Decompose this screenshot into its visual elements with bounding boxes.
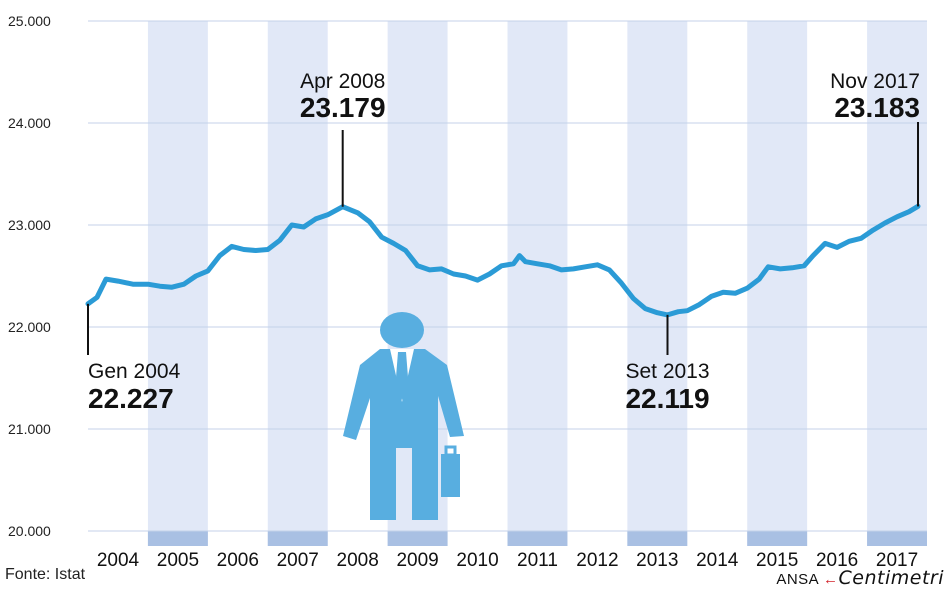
annotation-date: Set 2013: [625, 360, 709, 383]
x-tick-label: 2005: [157, 550, 199, 571]
gridlines: [88, 20, 927, 532]
x-tick-label: 2004: [97, 550, 140, 571]
tie-icon: [395, 352, 409, 400]
x-tick-label: 2016: [816, 550, 858, 571]
x-tick-label: 2009: [396, 550, 438, 571]
series-line-0: [85, 203, 921, 318]
x-axis: 2004 2005 2006 2007 2008 2009 2010 2011 2012 2013…: [97, 550, 918, 571]
y-tick-label: 20.000: [8, 523, 51, 539]
briefcase-handle: [444, 445, 457, 457]
annotation-date: Gen 2004: [88, 360, 181, 383]
annotation-date: Nov 2017: [830, 70, 920, 93]
year-shading: [147, 21, 927, 546]
y-tick-label: 25.000: [8, 13, 51, 29]
x-tick-label: 2007: [277, 550, 319, 571]
briefcase-icon: [441, 454, 460, 497]
shade-2011: [507, 21, 568, 546]
x-tick-label: 2008: [337, 550, 379, 571]
shade-2017: [867, 21, 927, 546]
annotation-value: 23.183: [834, 92, 920, 123]
series: [85, 203, 921, 318]
credit-prefix: ANSA: [776, 571, 819, 588]
annotation-date: Apr 2008: [300, 70, 385, 93]
shade-2007: [267, 21, 328, 546]
x-tick-label: 2012: [576, 550, 618, 571]
shade-band-2015: [747, 531, 808, 546]
shade-band-2017: [867, 531, 927, 546]
annotation-value: 22.119: [625, 383, 709, 414]
shade-2013: [627, 21, 688, 546]
annotation-value: 22.227: [88, 383, 174, 414]
x-tick-label: 2013: [636, 550, 678, 571]
credit-brand: Centimetri: [838, 567, 944, 589]
x-tick-label: 2015: [756, 550, 798, 571]
y-tick-label: 22.000: [8, 319, 51, 335]
x-tick-label: 2014: [696, 550, 739, 571]
businessman-figure: [343, 312, 464, 520]
y-tick-label: 23.000: [8, 217, 51, 233]
x-tick-label: 2017: [876, 550, 918, 571]
source-note: Fonte: Istat: [5, 566, 86, 583]
y-axis: 20.000 21.000 22.000 23.000 24.000 25.000: [8, 13, 51, 539]
annotation-value: 23.179: [300, 92, 386, 123]
shade-band-2009: [387, 531, 448, 546]
y-tick-label: 21.000: [8, 421, 51, 437]
shade-band-2005: [147, 531, 208, 546]
shade-band-2011: [507, 531, 568, 546]
shade-band-2007: [267, 531, 328, 546]
x-tick-label: 2006: [217, 550, 259, 571]
figure-body: [343, 349, 464, 520]
shade-band-2013: [627, 531, 688, 546]
credit: ANSA ←Centimetri: [776, 567, 944, 589]
y-tick-label: 24.000: [8, 115, 51, 131]
x-tick-label: 2010: [456, 550, 498, 571]
credit-arrow-icon: ←: [823, 571, 839, 588]
figure-head: [380, 312, 424, 348]
x-tick-label: 2011: [517, 550, 558, 571]
